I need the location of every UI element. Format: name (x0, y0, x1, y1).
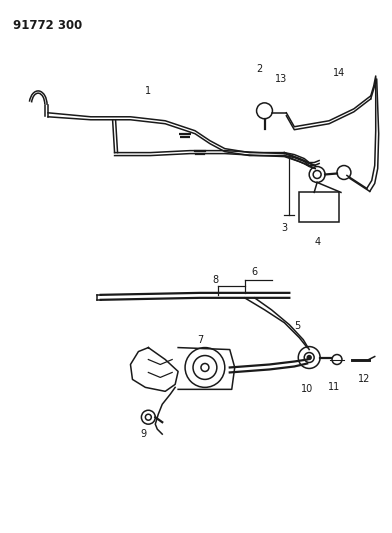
Text: 14: 14 (333, 68, 345, 78)
Text: 6: 6 (252, 267, 258, 277)
Text: 1: 1 (145, 86, 151, 96)
Text: 12: 12 (358, 374, 370, 384)
Text: 13: 13 (275, 74, 287, 84)
Text: 10: 10 (301, 384, 313, 394)
Text: 91772 300: 91772 300 (13, 19, 83, 33)
Text: 3: 3 (281, 223, 287, 233)
Text: 9: 9 (140, 429, 147, 439)
Text: 11: 11 (328, 382, 340, 392)
Text: 4: 4 (314, 237, 320, 247)
Text: 7: 7 (197, 335, 203, 345)
Circle shape (307, 356, 311, 360)
Text: 8: 8 (213, 275, 219, 285)
Bar (299, 192, 339, 222)
Text: 5: 5 (294, 321, 300, 330)
Text: 2: 2 (256, 64, 263, 74)
